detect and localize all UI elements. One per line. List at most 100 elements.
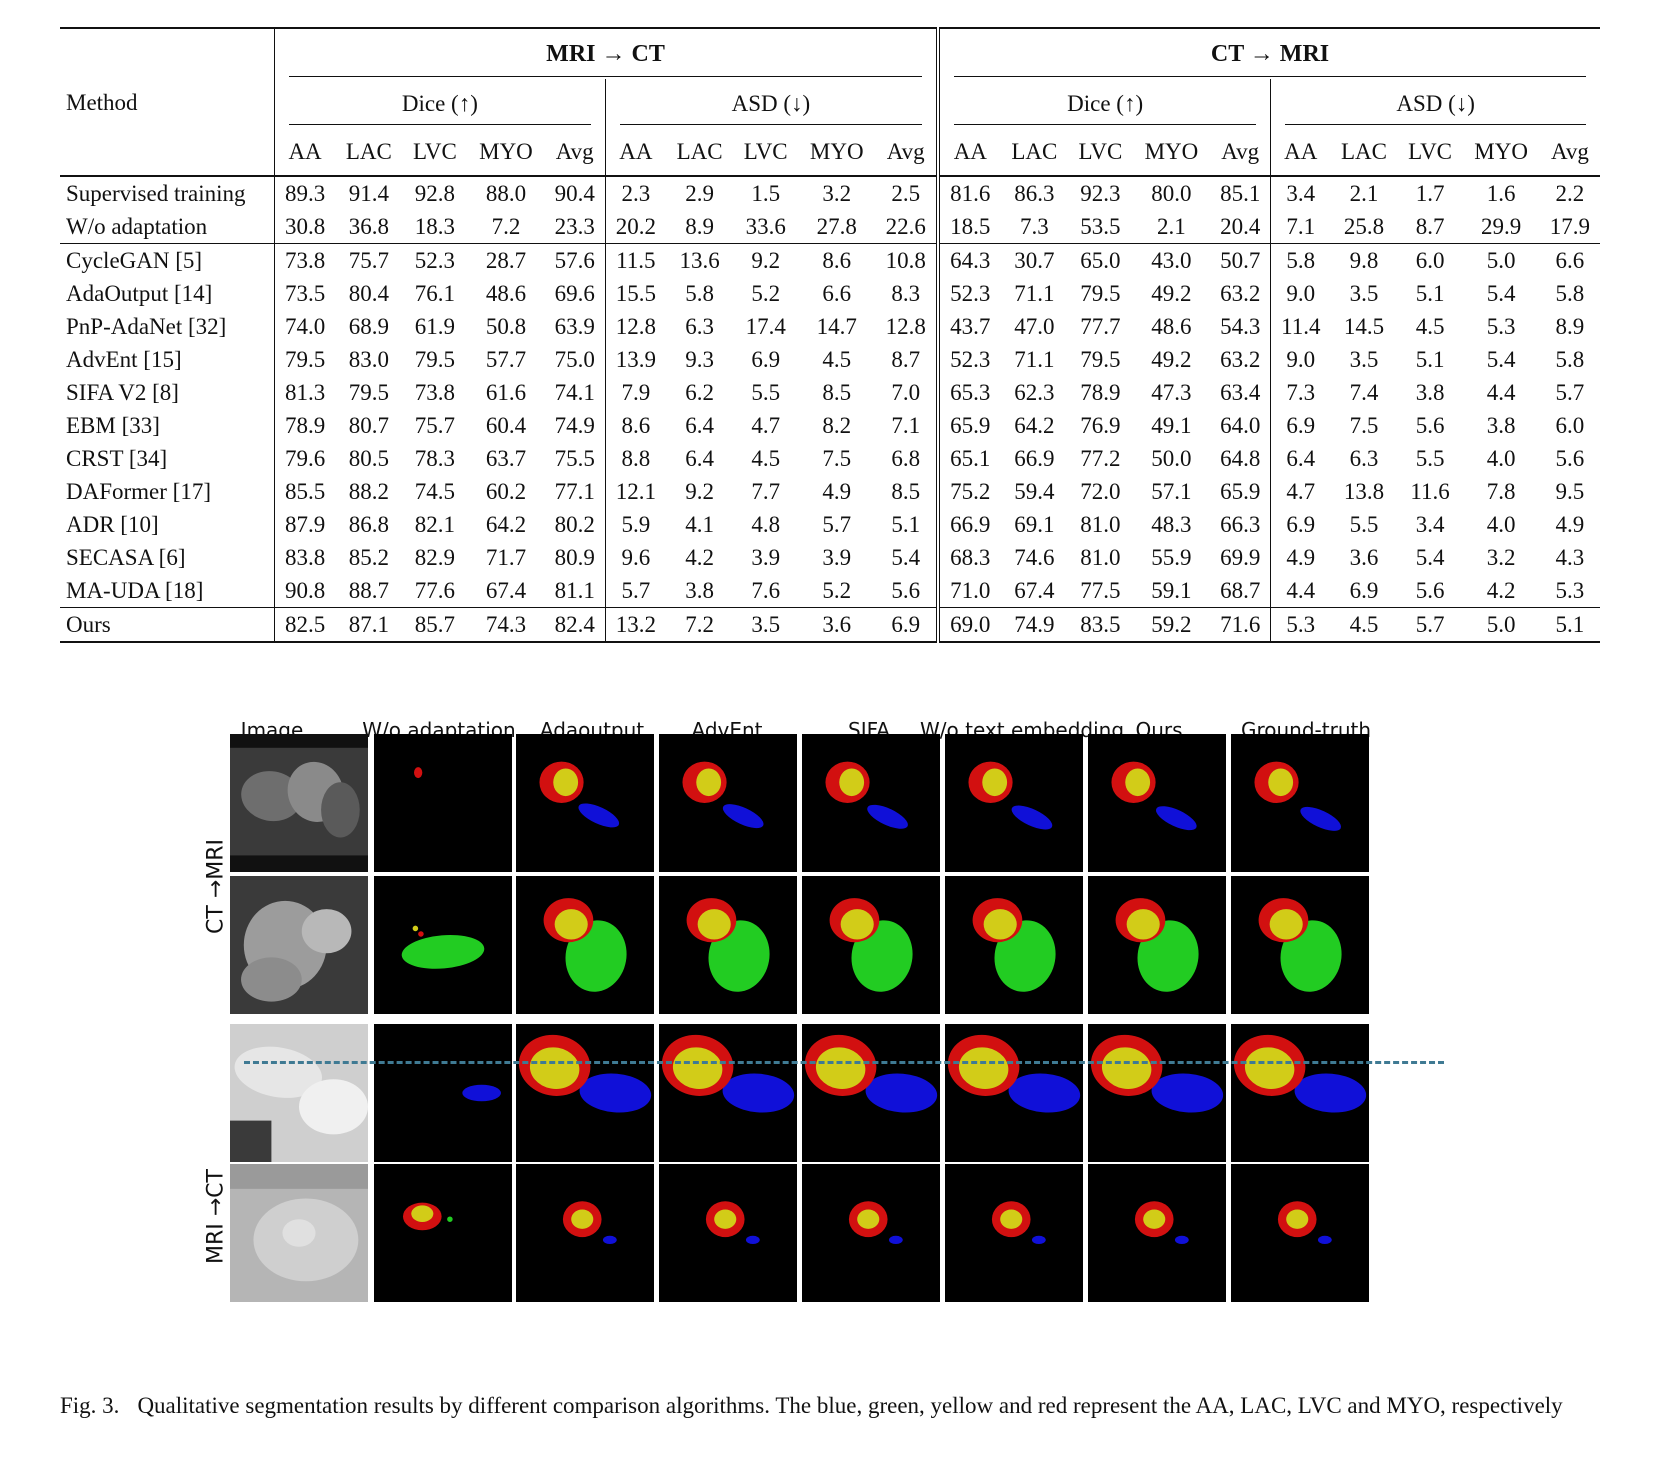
table-cell: 6.4 xyxy=(685,413,714,438)
table-cell: 4.7 xyxy=(1270,475,1331,508)
caption-label: Fig. 3. xyxy=(60,1393,120,1418)
segmentation-result xyxy=(802,1164,940,1302)
segmentation-result xyxy=(1088,734,1226,872)
table-cell: 5.8 xyxy=(1555,281,1585,306)
table-cell: 66.3 xyxy=(1220,512,1261,537)
column-header-avg: Avg xyxy=(555,138,594,164)
header-row-columns: AA LAC LVC MYO Avg AA LAC LVC MYO Avg AA LAC LVC MYO A… xyxy=(60,127,1600,176)
input-image xyxy=(230,734,368,872)
table-cell: 92.3 xyxy=(1080,181,1121,206)
table-cell: 80.0 xyxy=(1151,181,1192,206)
table-cell: 4.9 xyxy=(1555,512,1585,537)
table-row: ADR [10] 87.9 86.8 82.1 64.2 80.2 5.9 4.1 4.8 5.7… xyxy=(60,508,1600,541)
table-row: AdaOutput [14] 73.5 80.4 76.1 48.6 69.6 15.5 5.… xyxy=(60,277,1600,310)
segmentation-result xyxy=(1231,876,1369,1014)
segmentation-result xyxy=(516,1164,654,1302)
tile-graphic xyxy=(374,734,512,872)
table-cell: 63.7 xyxy=(485,446,527,471)
input-image xyxy=(230,876,368,1014)
table-cell: 4.5 xyxy=(822,347,852,372)
table-cell: 81.0 xyxy=(1080,545,1121,570)
table-cell: 80.7 xyxy=(348,413,389,438)
tile-graphic xyxy=(230,1024,368,1162)
table-cell: 5.5 xyxy=(751,380,781,405)
dashed-divider xyxy=(244,1061,1444,1064)
table-cell: 30.7 xyxy=(1014,248,1055,273)
table-cell: 49.2 xyxy=(1151,281,1192,306)
segmentation-result xyxy=(802,876,940,1014)
table-cell: 7.5 xyxy=(1349,413,1379,438)
table-cell: 4.5 xyxy=(751,446,781,471)
table-row: AdvEnt [15] 79.5 83.0 79.5 57.7 75.0 13.9 9.3 6.… xyxy=(60,343,1600,376)
table-cell: 63.9 xyxy=(554,314,595,339)
table-cell: 5.3 xyxy=(1555,578,1585,603)
table-cell: 17.9 xyxy=(1549,214,1591,239)
table-row: W/o adaptation 30.8 36.8 18.3 7.2 23.3 20.2 8.9… xyxy=(60,210,1600,244)
table-cell: 65.3 xyxy=(936,376,1001,409)
table-cell: 18.5 xyxy=(936,210,1001,244)
method-name: DAFormer [17] xyxy=(66,479,211,504)
table-cell: 7.9 xyxy=(604,376,666,409)
table-cell: 6.0 xyxy=(1555,413,1585,438)
table-cell: 13.2 xyxy=(604,607,666,642)
table-cell: 3.8 xyxy=(685,578,714,603)
tile-graphic xyxy=(516,876,654,1014)
table-cell: 4.5 xyxy=(1415,314,1445,339)
table-cell: 3.9 xyxy=(822,545,852,570)
table-cell: 7.0 xyxy=(891,380,921,405)
table-cell: 85.2 xyxy=(348,545,389,570)
table-cell: 87.9 xyxy=(274,508,336,541)
table-cell: 68.3 xyxy=(936,541,1001,574)
table-cell: 75.7 xyxy=(414,413,456,438)
table-cell: 52.3 xyxy=(936,277,1001,310)
column-header-avg: Avg xyxy=(1221,138,1260,164)
column-header-aa: AA xyxy=(1270,127,1331,176)
tile-graphic xyxy=(1088,734,1226,872)
table-cell: 62.3 xyxy=(1014,380,1055,405)
table-cell: 30.8 xyxy=(274,210,336,244)
table-row: SIFA V2 [8] 81.3 79.5 73.8 61.6 74.1 7.9 6.2 5.5… xyxy=(60,376,1600,409)
table-cell: 68.7 xyxy=(1220,578,1261,603)
column-header-lvc: LVC xyxy=(1408,138,1453,164)
column-header-myo: MYO xyxy=(1474,138,1528,164)
table-cell: 81.6 xyxy=(936,176,1001,210)
table-cell: 82.4 xyxy=(554,612,595,637)
table-cell: 3.6 xyxy=(1349,545,1379,570)
table-cell: 80.9 xyxy=(554,545,595,570)
table-cell: 77.6 xyxy=(414,578,456,603)
direction-header-ct-mri: CT → MRI xyxy=(936,28,1600,79)
table-cell: 82.5 xyxy=(274,607,336,642)
column-header-lac: LAC xyxy=(345,138,392,164)
table-cell: 11.5 xyxy=(604,243,666,277)
table-cell: 33.6 xyxy=(745,214,786,239)
table-cell: 2.1 xyxy=(1349,181,1379,206)
tile-graphic xyxy=(802,1024,940,1162)
segmentation-result xyxy=(1088,876,1226,1014)
table-cell: 53.5 xyxy=(1080,214,1121,239)
segmentation-result xyxy=(945,1024,1083,1162)
tile-graphic xyxy=(659,876,797,1014)
table-cell: 3.2 xyxy=(822,181,852,206)
table-cell: 8.2 xyxy=(822,413,852,438)
segmentation-result xyxy=(516,734,654,872)
column-header-myo: MYO xyxy=(809,138,864,164)
segmentation-result xyxy=(659,1164,797,1302)
table-cell: 5.8 xyxy=(1270,243,1331,277)
table-cell: 5.6 xyxy=(1415,578,1445,603)
table-cell: 71.7 xyxy=(485,545,527,570)
table-cell: 3.2 xyxy=(1486,545,1516,570)
table-cell: 12.8 xyxy=(885,314,926,339)
table-cell: 7.3 xyxy=(1270,376,1331,409)
table-cell: 9.8 xyxy=(1349,248,1379,273)
segmentation-result xyxy=(1088,1024,1226,1162)
table-cell: 6.9 xyxy=(1270,508,1331,541)
method-name: Supervised training xyxy=(66,181,246,206)
column-header-lac: LAC xyxy=(676,138,723,164)
table-cell: 77.5 xyxy=(1080,578,1121,603)
table-cell: 78.3 xyxy=(414,446,456,471)
table-cell: 5.8 xyxy=(685,281,714,306)
tile-graphic xyxy=(1231,734,1369,872)
tile-graphic xyxy=(1088,1164,1226,1302)
table-cell: 79.5 xyxy=(348,380,389,405)
table-cell: 81.3 xyxy=(274,376,336,409)
